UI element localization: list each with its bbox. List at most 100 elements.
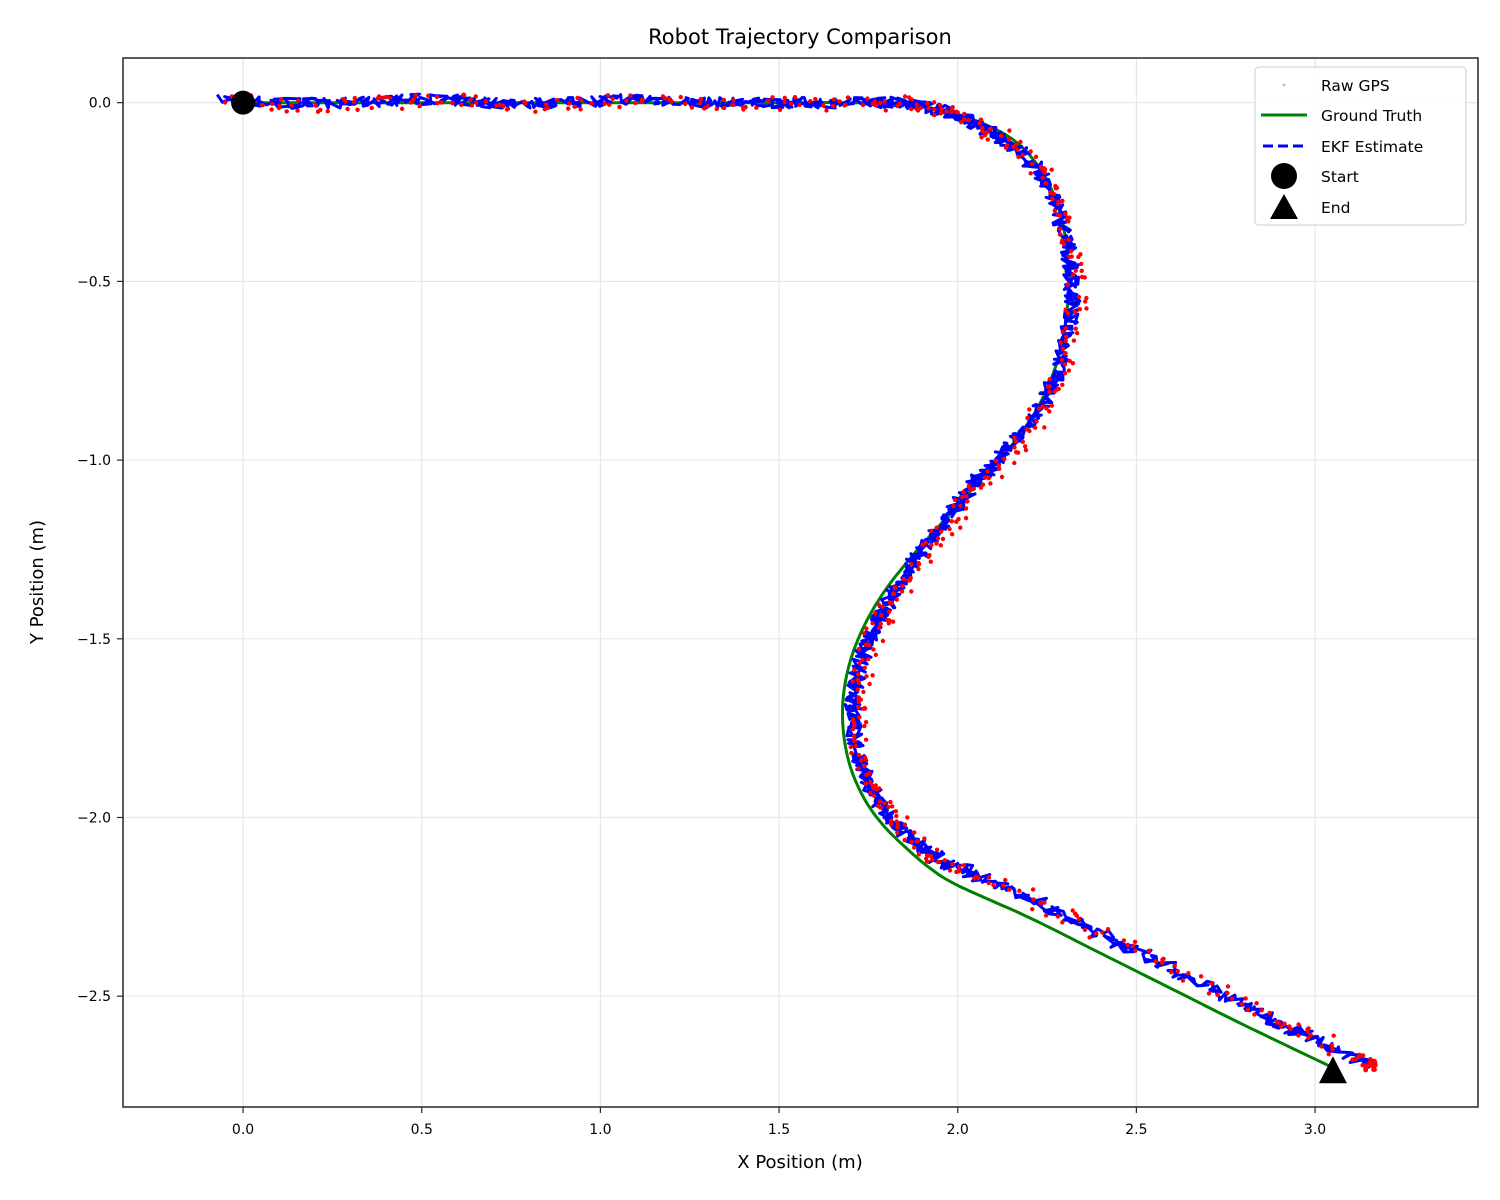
gps-point xyxy=(982,475,988,480)
x-tick-label: 0.0 xyxy=(232,1122,254,1138)
gps-point xyxy=(915,839,920,844)
gps-point xyxy=(971,486,976,491)
y-tick-label: 0.0 xyxy=(89,96,111,112)
gps-point xyxy=(1354,1056,1359,1062)
gps-point xyxy=(1066,219,1071,224)
gps-point xyxy=(1012,460,1017,466)
gps-point xyxy=(222,100,228,105)
gps-point xyxy=(640,97,645,102)
gps-point xyxy=(1084,295,1089,301)
gps-point xyxy=(1012,435,1017,440)
gps-point xyxy=(851,720,857,725)
gps-point xyxy=(902,837,907,843)
gps-point xyxy=(850,679,855,684)
gps-point xyxy=(1049,167,1054,172)
gps-point xyxy=(1087,935,1092,940)
gps-point xyxy=(958,503,963,508)
gps-point xyxy=(325,109,330,114)
gps-point xyxy=(860,657,865,662)
gps-point xyxy=(909,561,914,567)
gps-point xyxy=(789,101,794,107)
gps-point xyxy=(980,125,985,131)
gps-point xyxy=(962,111,967,117)
gps-point xyxy=(938,543,943,548)
gps-point xyxy=(939,107,944,112)
gps-point xyxy=(1017,888,1022,893)
gps-point xyxy=(929,528,934,533)
gps-point xyxy=(408,100,413,105)
gps-point xyxy=(977,121,982,126)
gps-point xyxy=(852,723,857,728)
gps-point xyxy=(355,107,360,113)
gps-point xyxy=(912,845,917,850)
gps-point xyxy=(872,793,877,798)
gps-point xyxy=(956,869,962,874)
gps-point xyxy=(1180,978,1186,983)
gps-point xyxy=(501,104,506,109)
gps-point xyxy=(754,105,759,110)
gps-point xyxy=(961,490,966,495)
gps-point xyxy=(873,103,879,108)
x-tick-label: 1.5 xyxy=(768,1122,790,1138)
gps-point xyxy=(797,102,802,108)
gps-point xyxy=(782,95,787,101)
gps-point xyxy=(473,94,478,99)
gps-point xyxy=(821,103,826,108)
gps-point xyxy=(935,859,941,865)
gps-point xyxy=(1048,190,1053,195)
y-axis-ticks: 0.0 −0.5 −1.0 −1.5 −2.0 −2.5 xyxy=(77,96,123,1005)
gps-point xyxy=(1070,361,1076,366)
gps-point xyxy=(1287,1024,1292,1029)
gps-point xyxy=(931,100,937,105)
gps-point xyxy=(766,98,771,103)
gps-point xyxy=(1055,914,1061,919)
gps-point xyxy=(916,852,921,857)
gps-point xyxy=(968,486,973,491)
gps-point xyxy=(978,485,984,490)
gps-point xyxy=(853,744,858,749)
gps-point xyxy=(384,94,389,100)
gps-point xyxy=(1030,907,1035,912)
gps-point xyxy=(922,836,927,841)
gps-point xyxy=(731,98,736,103)
gps-point xyxy=(999,133,1004,139)
gps-point xyxy=(1350,1057,1355,1062)
gps-point xyxy=(605,93,611,98)
gps-point xyxy=(387,95,393,101)
gps-point xyxy=(899,589,905,594)
gps-point xyxy=(1076,294,1082,300)
gps-point xyxy=(848,744,853,750)
gps-point xyxy=(770,95,775,100)
gps-point xyxy=(1022,444,1028,449)
gps-point xyxy=(902,94,908,99)
gps-point xyxy=(1066,237,1071,243)
gps-point xyxy=(952,497,958,502)
gps-point xyxy=(1040,404,1046,409)
gps-point xyxy=(1003,877,1008,883)
gps-point xyxy=(938,111,944,116)
gps-point xyxy=(852,667,857,673)
gps-point xyxy=(870,621,875,626)
gps-point xyxy=(862,723,867,729)
gps-point xyxy=(399,106,405,112)
gps-point xyxy=(1050,196,1055,201)
gps-point xyxy=(1006,137,1012,142)
gps-point xyxy=(947,526,952,532)
gps-point xyxy=(876,625,882,630)
gps-point xyxy=(1175,968,1181,974)
gps-point xyxy=(1043,913,1049,918)
gps-point xyxy=(930,857,935,862)
gps-point xyxy=(892,585,897,590)
gps-point xyxy=(1063,326,1069,331)
gps-point xyxy=(792,95,798,100)
gps-point xyxy=(929,542,934,548)
gps-point xyxy=(883,108,888,113)
gps-point xyxy=(863,642,868,647)
gps-point xyxy=(1094,931,1099,936)
gps-point xyxy=(909,589,914,594)
gps-point xyxy=(494,103,499,108)
gps-point xyxy=(897,101,903,106)
gps-point xyxy=(895,823,900,828)
y-axis-label: Y Position (m) xyxy=(27,520,48,645)
